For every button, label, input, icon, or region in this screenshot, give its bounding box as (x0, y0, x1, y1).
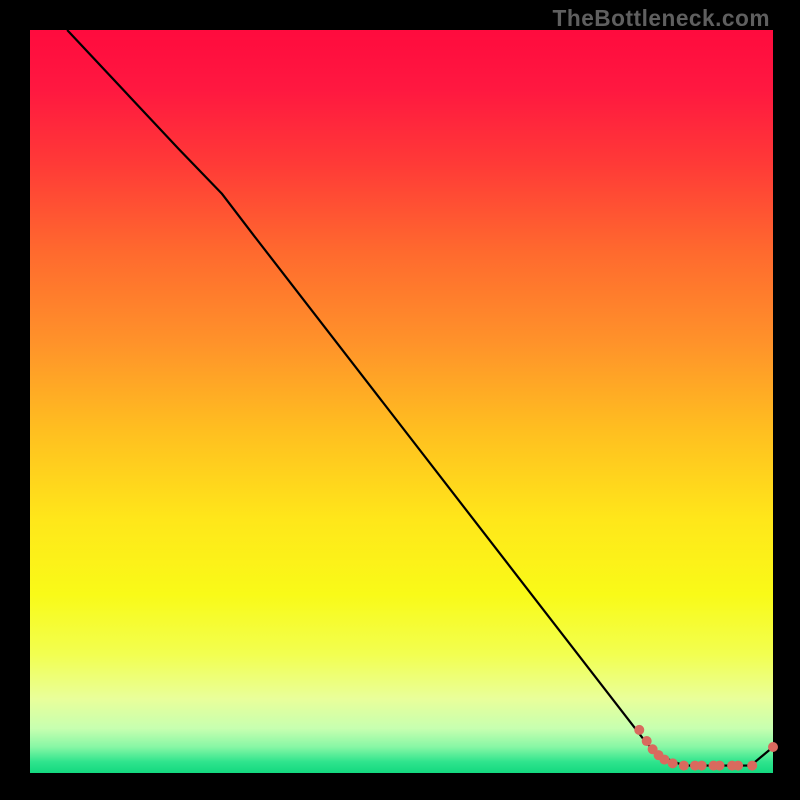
data-marker (747, 761, 757, 771)
data-marker (715, 761, 725, 771)
data-marker (642, 736, 652, 746)
data-marker (733, 761, 743, 771)
data-marker (634, 725, 644, 735)
chart-container: TheBottleneck.com (0, 0, 800, 800)
data-marker (668, 758, 678, 768)
data-marker (679, 761, 689, 771)
data-marker (768, 742, 778, 752)
gradient-background (30, 30, 773, 773)
data-marker (697, 761, 707, 771)
watermark-text: TheBottleneck.com (553, 5, 770, 32)
chart-svg (0, 0, 800, 800)
